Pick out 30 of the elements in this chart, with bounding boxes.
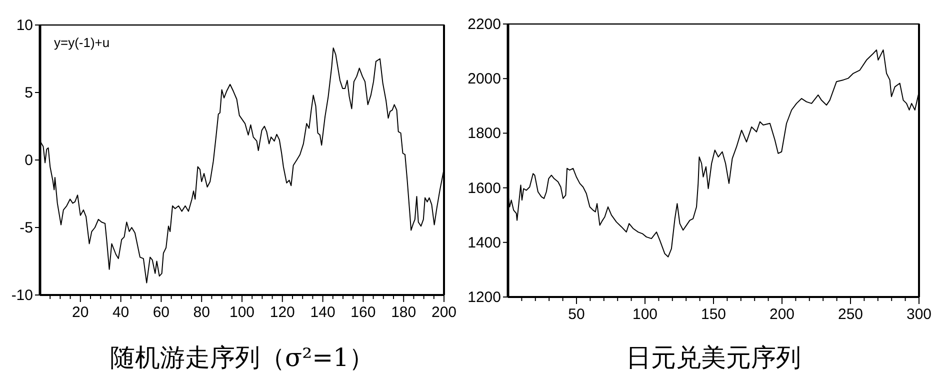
- y-tick-label: 1800: [468, 125, 501, 142]
- y-tick-label: 2200: [468, 16, 501, 33]
- y-tick-label: 1600: [468, 180, 501, 197]
- x-tick-label: 120: [270, 304, 295, 321]
- y-tick-label: 10: [16, 17, 33, 34]
- x-tick-label: 100: [632, 306, 658, 323]
- x-tick-label: 180: [391, 304, 416, 321]
- x-tick-label: 150: [700, 306, 726, 323]
- x-tick-label: 250: [838, 306, 864, 323]
- y-tick-label: 1200: [468, 289, 501, 306]
- annotation: y=y(-1)+u: [54, 35, 110, 50]
- y-tick-label: 5: [24, 84, 33, 102]
- x-tick-label: 60: [152, 304, 170, 321]
- y-tick-label: -10: [11, 287, 33, 304]
- y-tick-label: 0: [24, 152, 33, 169]
- y-tick-label: 2000: [468, 70, 501, 88]
- x-tick-label: 80: [193, 304, 210, 321]
- y-tick-label: 1400: [468, 234, 501, 252]
- x-tick-label: 140: [310, 304, 336, 321]
- x-tick-label: 300: [906, 306, 932, 323]
- text: 随机游走序列（σ²=1）: [110, 343, 374, 372]
- x-tick-label: 50: [568, 306, 585, 323]
- text: 日元兑美元序列: [626, 343, 801, 372]
- x-tick-label: 40: [112, 304, 130, 321]
- y-tick-label: -5: [20, 220, 33, 236]
- x-tick-label: 200: [769, 306, 795, 323]
- x-tick-label: 200: [431, 304, 457, 321]
- x-tick-label: 20: [72, 304, 89, 321]
- x-tick-label: 160: [350, 304, 376, 321]
- x-tick-label: 100: [229, 304, 255, 321]
